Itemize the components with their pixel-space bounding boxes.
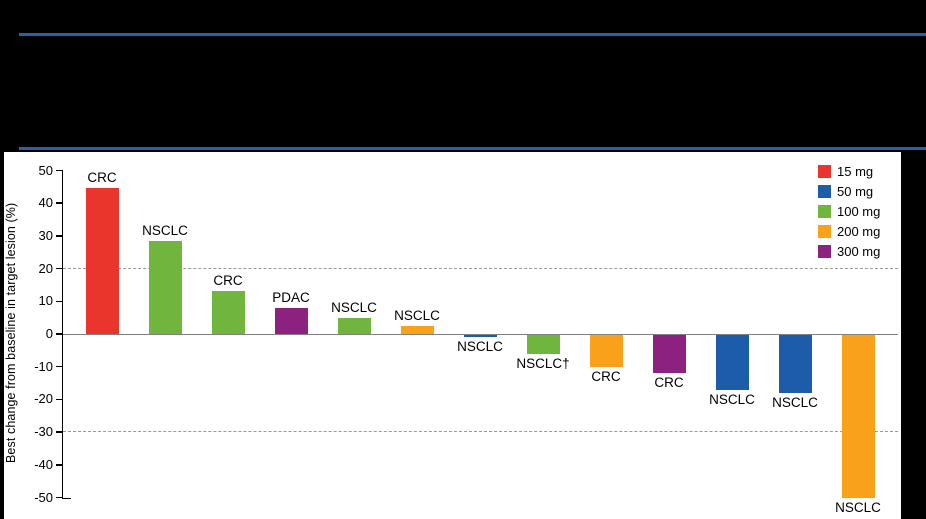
dashed-gridline xyxy=(63,267,898,269)
bar-nsclc-100mg xyxy=(337,317,371,334)
y-tick-mark xyxy=(55,202,62,204)
bar-label: NSCLC† xyxy=(516,355,570,371)
y-tick-label: 40 xyxy=(38,195,53,211)
bar-nsclc-100mg xyxy=(526,335,560,354)
bar-nsclc-50mg xyxy=(778,335,812,393)
y-axis-title: Best change from baseline in target lesi… xyxy=(4,202,18,463)
bar-pdac-300mg xyxy=(274,307,308,334)
y-tick-label: -50 xyxy=(34,489,53,505)
y-tick-mark xyxy=(55,496,62,499)
bar-nsclc-50mg xyxy=(715,335,749,390)
y-tick-mark xyxy=(55,169,62,172)
waterfall-chart-panel xyxy=(4,152,901,519)
zero-baseline xyxy=(63,334,898,336)
bar-nsclc-200mg xyxy=(841,335,875,498)
y-tick-label: 20 xyxy=(38,260,53,276)
bar-label: NSCLC xyxy=(142,222,188,238)
bar-label: NSCLC xyxy=(709,391,755,407)
y-tick-label: -10 xyxy=(34,358,53,374)
bar-nsclc-200mg xyxy=(400,325,434,334)
legend-swatch-300mg xyxy=(818,244,831,258)
y-tick-label: -40 xyxy=(34,456,53,472)
legend-row: 100 mg xyxy=(818,201,880,221)
y-axis-line xyxy=(61,169,63,499)
legend-swatch-15mg xyxy=(818,164,831,178)
bar-label: NSCLC xyxy=(331,299,377,315)
legend-row: 50 mg xyxy=(818,181,880,201)
bar-label: PDAC xyxy=(272,289,310,305)
bar-label: CRC xyxy=(654,375,684,391)
bar-crc-300mg xyxy=(652,335,686,374)
bar-nsclc-100mg xyxy=(148,240,182,334)
bar-nsclc-50mg xyxy=(463,335,497,338)
y-tick-mark xyxy=(55,235,62,237)
legend-label: 100 mg xyxy=(837,203,881,219)
y-tick-label: -20 xyxy=(34,391,53,407)
legend-swatch-100mg xyxy=(818,204,831,218)
bar-label: NSCLC xyxy=(457,339,503,355)
y-tick-mark xyxy=(55,333,62,335)
y-tick-label: -30 xyxy=(34,424,53,440)
bar-label: CRC xyxy=(591,368,621,384)
y-tick-label: 50 xyxy=(38,162,53,178)
legend-row: 15 mg xyxy=(818,161,880,181)
y-tick-label: 10 xyxy=(38,293,53,309)
y-tick-mark xyxy=(55,464,62,466)
legend-row: 200 mg xyxy=(818,221,880,241)
header-bottom-rule xyxy=(19,147,926,150)
legend-swatch-50mg xyxy=(818,184,831,198)
bar-label: NSCLC xyxy=(835,499,881,515)
bar-crc-200mg xyxy=(589,335,623,367)
bar-crc-15mg xyxy=(85,188,119,334)
y-tick-mark xyxy=(55,300,62,303)
dashed-gridline xyxy=(63,431,898,433)
y-tick-mark xyxy=(55,431,62,433)
y-tick-label: 30 xyxy=(38,227,53,243)
legend-row: 300 mg xyxy=(818,241,880,261)
y-tick-mark xyxy=(55,365,62,368)
axis-corner-stub xyxy=(63,497,71,499)
dose-legend: 15 mg 50 mg 100 mg 200 mg 300 mg xyxy=(818,161,880,261)
bar-label: NSCLC xyxy=(394,307,440,323)
y-tick-mark xyxy=(55,267,62,270)
y-tick-mark xyxy=(55,398,62,401)
bar-label: NSCLC xyxy=(772,394,818,410)
y-tick-label: 0 xyxy=(45,326,53,341)
bar-label: CRC xyxy=(213,273,243,289)
legend-label: 15 mg xyxy=(837,163,874,179)
header-top-rule xyxy=(19,33,926,36)
legend-label: 200 mg xyxy=(837,223,881,239)
bar-crc-100mg xyxy=(211,291,245,334)
legend-label: 300 mg xyxy=(837,243,881,259)
legend-swatch-200mg xyxy=(818,224,831,238)
legend-label: 50 mg xyxy=(837,183,874,199)
bar-label: CRC xyxy=(87,170,117,186)
